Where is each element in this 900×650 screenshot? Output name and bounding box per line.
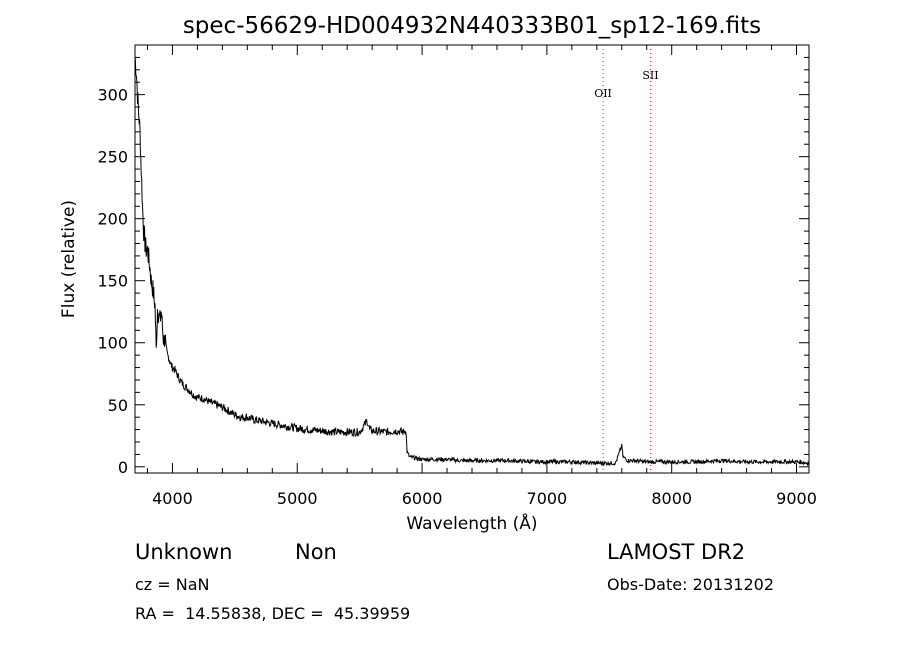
spectrum-line [134, 57, 810, 467]
object-class: Unknown [135, 540, 233, 564]
line-markers: OII SII [594, 45, 659, 473]
marker-label: OII [594, 87, 612, 100]
x-tick-label: 7000 [527, 489, 568, 508]
y-tick-label: 0 [118, 458, 128, 477]
chart-title: spec-56629-HD004932N440333B01_sp12-169.f… [183, 13, 761, 39]
axis-ticks: 4000 5000 6000 7000 8000 9000 0 50 100 150 200 250 3… [97, 45, 817, 508]
observation-date: Obs-Date: 20131202 [607, 575, 775, 594]
x-tick-label: 9000 [776, 489, 817, 508]
x-tick-label: 8000 [651, 489, 692, 508]
x-tick-label: 6000 [402, 489, 443, 508]
plot-frame [134, 44, 810, 474]
redshift-cz: cz = NaN [135, 575, 210, 594]
marker-label: SII [642, 69, 658, 82]
x-tick-label: 5000 [277, 489, 318, 508]
coordinates: RA = 14.55838, DEC = 45.39959 [135, 604, 411, 623]
y-tick-label: 150 [97, 272, 128, 291]
survey-name: LAMOST DR2 [607, 540, 746, 564]
x-tick-label: 4000 [152, 489, 193, 508]
y-tick-label: 250 [97, 148, 128, 167]
x-axis-label: Wavelength (Å) [406, 512, 537, 534]
y-tick-label: 50 [108, 396, 128, 415]
y-tick-label: 100 [97, 334, 128, 353]
y-tick-label: 300 [97, 86, 128, 105]
y-axis-label: Flux (relative) [59, 200, 79, 318]
y-tick-label: 200 [97, 210, 128, 229]
object-subclass: Non [295, 540, 337, 564]
